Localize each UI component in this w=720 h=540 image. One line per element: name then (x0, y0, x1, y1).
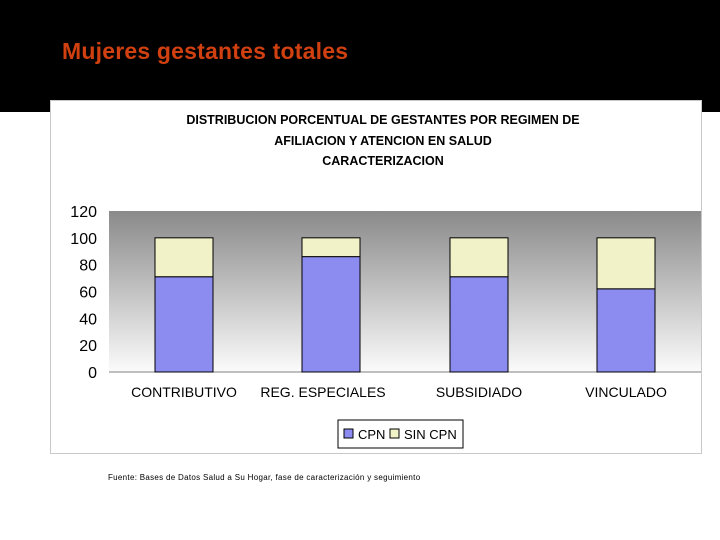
bar-cpn-2 (301, 256, 361, 373)
bar-cpn-3 (449, 276, 509, 373)
chart-frame: DISTRIBUCION PORCENTUAL DE GESTANTES POR… (50, 100, 702, 454)
x-tick-label: SUBSIDIADO (436, 384, 522, 400)
bar-sin-cpn-4 (596, 237, 656, 290)
y-tick-label: 120 (70, 204, 97, 221)
y-tick-label: 20 (79, 338, 97, 355)
header-band (0, 0, 720, 112)
legend-label: CPN (358, 427, 385, 442)
x-tick-label: VINCULADO (585, 384, 667, 400)
legend-swatch (343, 428, 354, 439)
chart-title-line: AFILIACION Y ATENCION EN SALUD (274, 134, 492, 148)
source-note: Fuente: Bases de Datos Salud a Su Hogar,… (108, 473, 421, 482)
legend-label: SIN CPN (404, 427, 457, 442)
y-tick-label: 40 (79, 311, 97, 328)
y-tick-label: 0 (88, 365, 97, 382)
x-tick-label: REG. ESPECIALES (260, 384, 385, 400)
bar-cpn-1 (154, 276, 214, 373)
x-axis-labels: CONTRIBUTIVO REG. ESPECIALES SUBSIDIADO VIN… (131, 384, 667, 400)
bars (154, 237, 656, 373)
chart-title: DISTRIBUCION PORCENTUAL DE GESTANTES POR… (186, 113, 579, 168)
y-tick-label: 60 (79, 285, 97, 302)
y-tick-label: 100 (70, 231, 97, 248)
legend: CPN SIN CPN (337, 419, 464, 449)
stacked-bar-chart: DISTRIBUCION PORCENTUAL DE GESTANTES POR… (70, 113, 701, 449)
bar-sin-cpn-2 (301, 237, 361, 258)
slide-title: Mujeres gestantes totales (62, 38, 349, 64)
legend-box (337, 419, 464, 449)
y-tick-label: 80 (79, 258, 97, 275)
x-tick-label: CONTRIBUTIVO (131, 384, 237, 400)
y-axis-ticks: 0 20 40 60 80 100 120 (70, 204, 97, 382)
chart-title-line: CARACTERIZACION (322, 154, 444, 168)
chart-title-line: DISTRIBUCION PORCENTUAL DE GESTANTES POR… (186, 113, 579, 127)
bar-sin-cpn-3 (449, 237, 509, 278)
bar-cpn-4 (596, 288, 656, 373)
legend-swatch (389, 428, 400, 439)
bar-sin-cpn-1 (154, 237, 214, 278)
